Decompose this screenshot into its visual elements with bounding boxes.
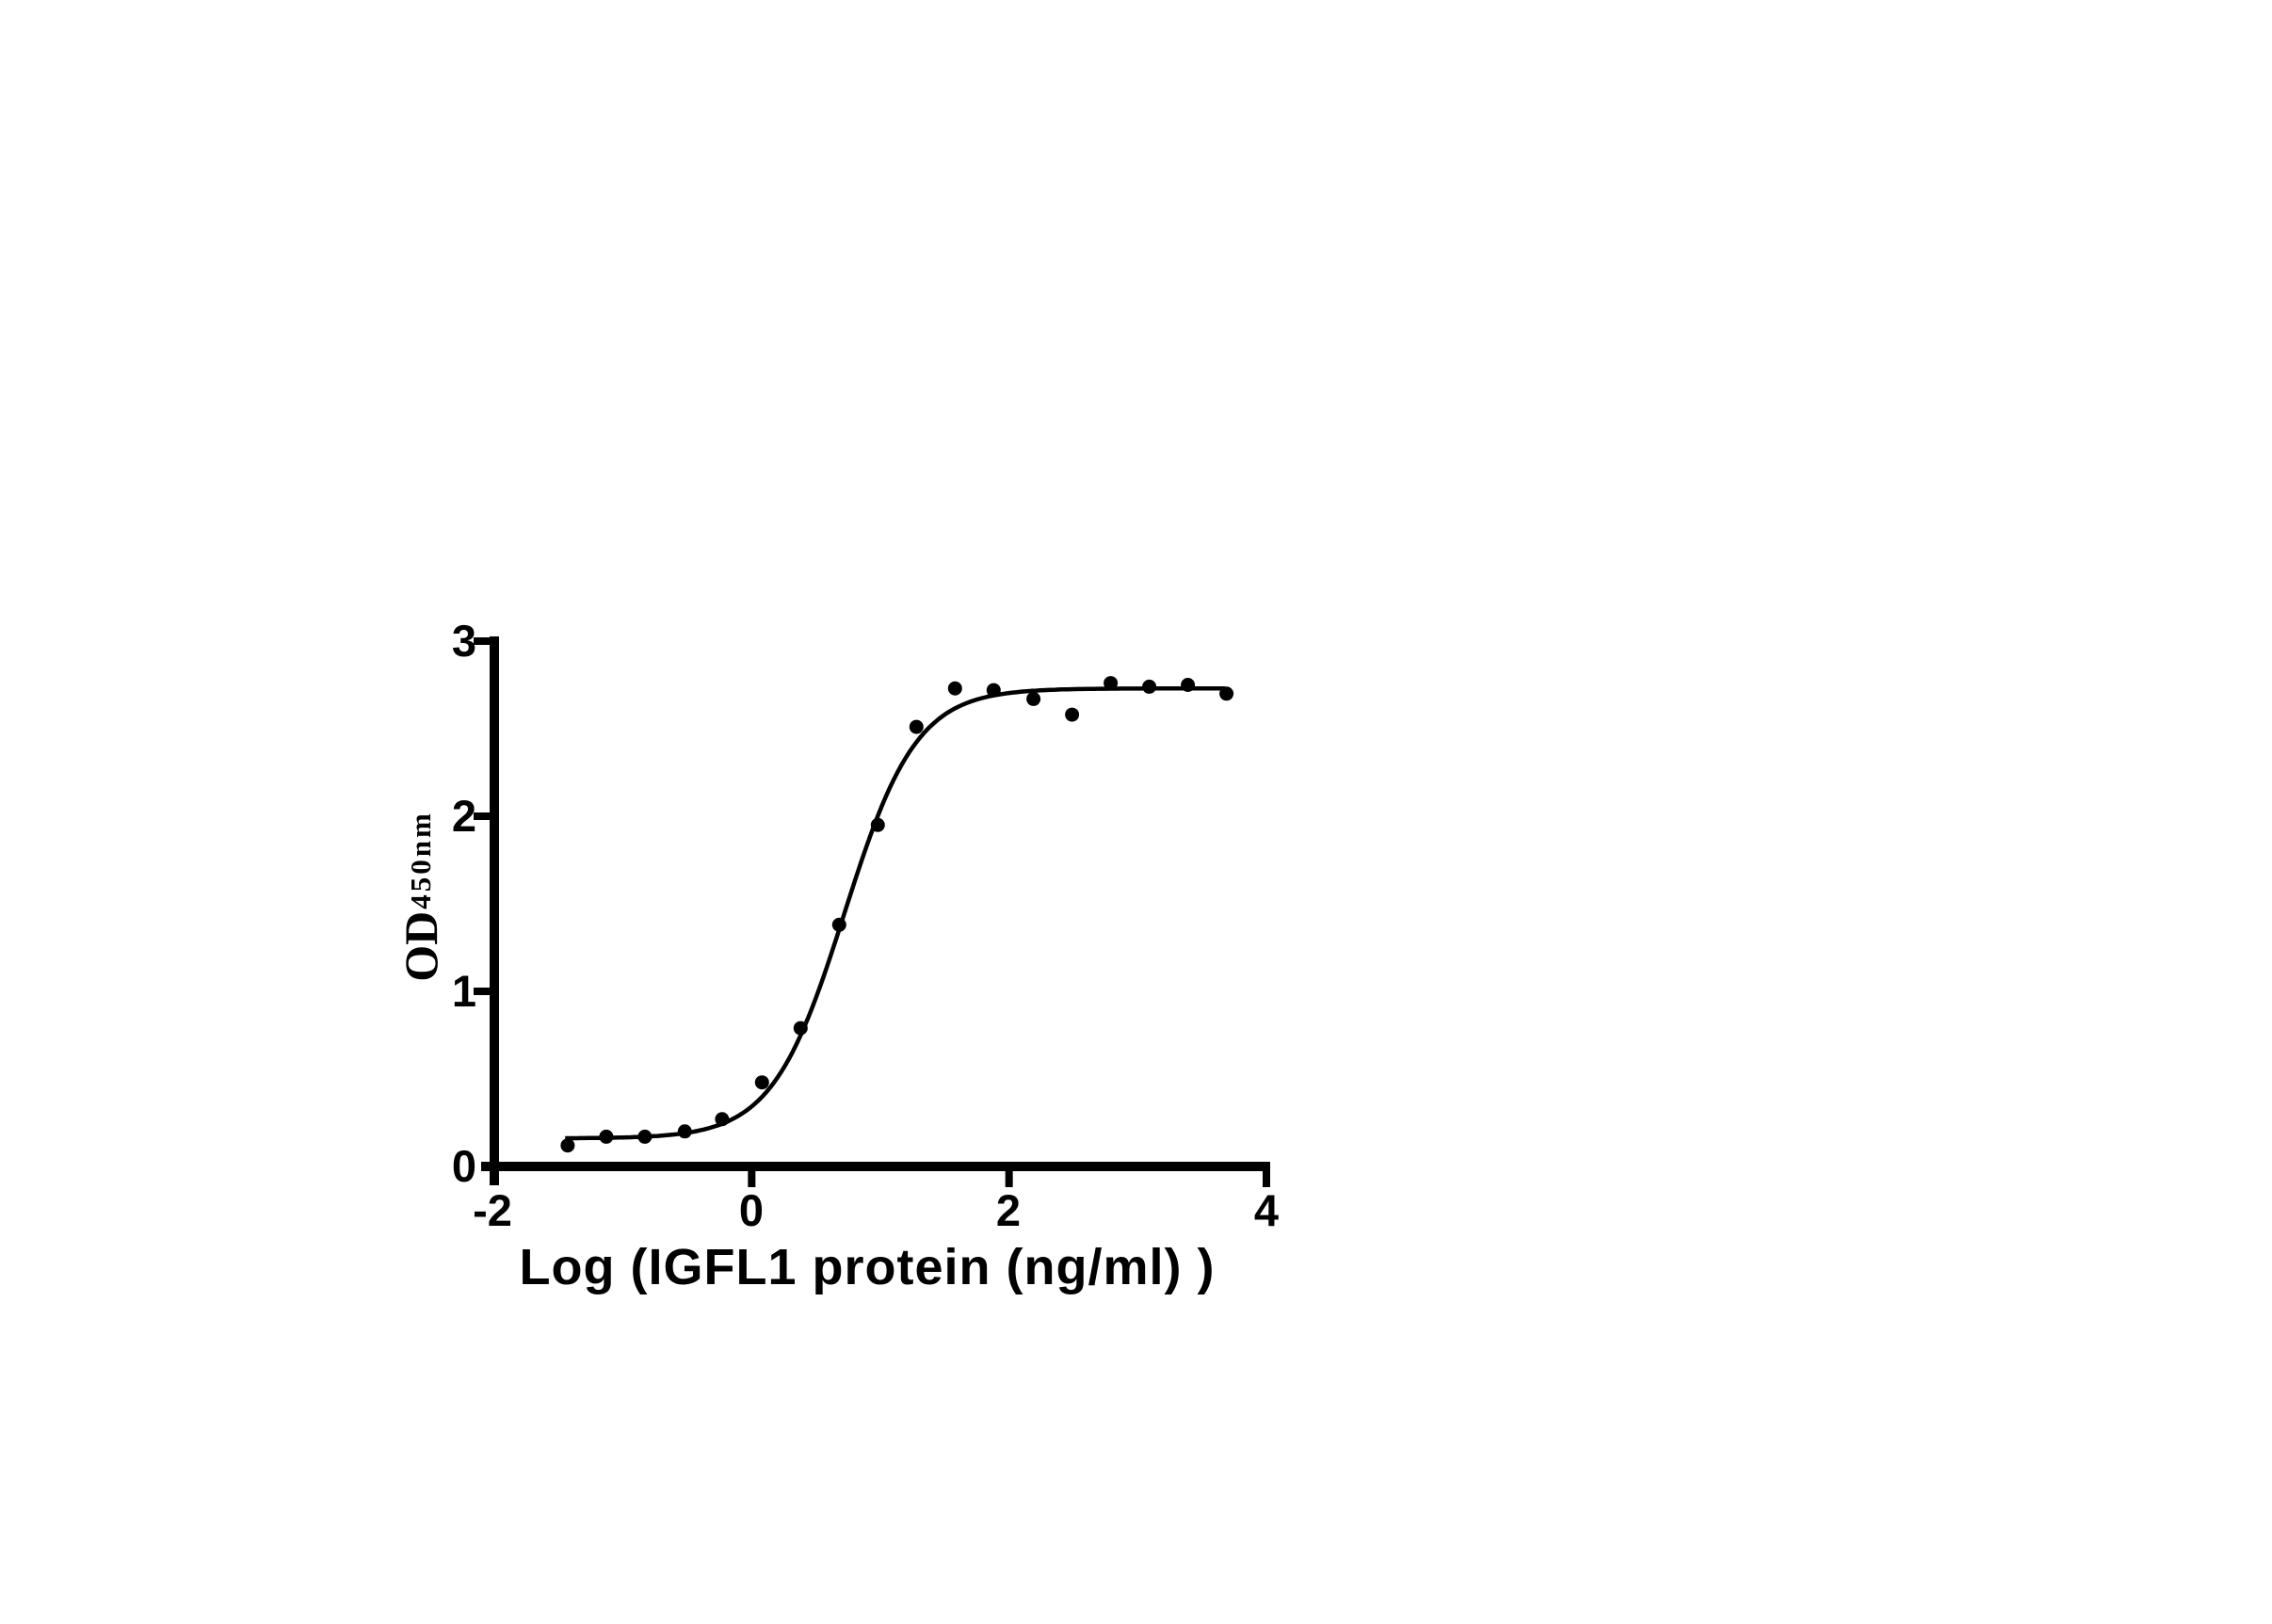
y-tick-label-1: 1	[451, 966, 476, 1016]
y-axis-title-main: OD	[395, 910, 447, 982]
data-point	[599, 1129, 614, 1144]
y-tick-label-2: 2	[451, 791, 476, 841]
x-tick-label-2: 2	[995, 1185, 1022, 1235]
data-point	[870, 817, 885, 832]
data-point	[560, 1138, 575, 1153]
data-point	[637, 1129, 653, 1144]
x-tick-label-0: 0	[738, 1185, 765, 1235]
data-point	[1065, 707, 1080, 722]
data-point	[1104, 676, 1119, 691]
x-tick-label-neg2: -2	[473, 1185, 512, 1235]
data-point	[677, 1124, 692, 1139]
data-point	[831, 917, 846, 932]
data-point	[986, 683, 1001, 698]
data-point	[1026, 691, 1041, 706]
data-point	[1219, 686, 1234, 701]
data-point	[715, 1112, 730, 1127]
y-tick-label-0: 0	[451, 1141, 476, 1191]
data-point	[1181, 678, 1196, 692]
x-tick-label-4: 4	[1253, 1185, 1280, 1235]
fit-curve	[565, 685, 1226, 1141]
y-axis-title: OD 450nm	[383, 708, 459, 1085]
y-axis-title-subscript: 450nm	[404, 811, 437, 909]
data-point	[947, 681, 962, 696]
data-point	[1142, 679, 1157, 694]
x-axis-title: Log (IGFL1 protein (ng/ml) )	[519, 1239, 1216, 1295]
data-point	[793, 1021, 808, 1036]
data-point	[909, 719, 924, 734]
y-tick-label-3: 3	[451, 616, 476, 666]
data-point	[754, 1075, 769, 1090]
